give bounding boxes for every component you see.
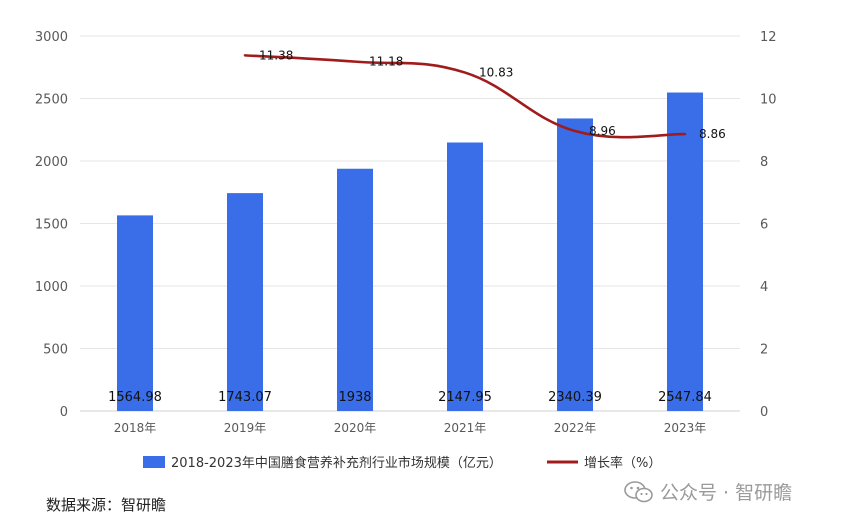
line-data-label: 11.38 <box>259 48 293 62</box>
bar <box>447 142 483 411</box>
bar <box>667 92 703 412</box>
legend-label-line: 增长率（%） <box>584 455 661 471</box>
y-left-tick-label: 0 <box>60 405 68 420</box>
y-left-tick-label: 2000 <box>35 155 68 170</box>
bar <box>557 118 593 412</box>
x-tick-label: 2018年 <box>114 421 157 435</box>
y-left-tick-label: 3000 <box>35 30 68 45</box>
line-data-label: 8.86 <box>699 127 726 141</box>
y-right-tick-label: 6 <box>760 218 768 233</box>
bar <box>227 193 263 411</box>
bar-data-label: 2340.39 <box>548 390 602 405</box>
bar <box>117 215 153 411</box>
y-right-tick-label: 4 <box>760 280 768 295</box>
bar <box>337 168 373 411</box>
line-data-label: 8.96 <box>589 124 616 138</box>
y-right-tick-label: 10 <box>760 93 777 108</box>
x-tick-label: 2019年 <box>224 421 267 435</box>
x-tick-label: 2022年 <box>554 421 597 435</box>
y-right-tick-label: 2 <box>760 343 768 358</box>
y-left-tick-label: 1000 <box>35 280 68 295</box>
watermark: 公众号 · 智研瞻 <box>624 478 792 505</box>
y-left-tick-label: 2500 <box>35 93 68 108</box>
y-left-tick-label: 500 <box>43 343 68 358</box>
bar-data-label: 2547.84 <box>658 390 712 405</box>
y-right-tick-label: 12 <box>760 30 777 45</box>
y-right-tick-label: 0 <box>760 405 768 420</box>
x-tick-label: 2021年 <box>444 421 487 435</box>
y-left-tick-label: 1500 <box>35 218 68 233</box>
bar-data-label: 1564.98 <box>108 390 162 405</box>
x-tick-label: 2020年 <box>334 421 377 435</box>
growth-rate-line <box>243 54 687 139</box>
bar-data-label: 1938 <box>338 390 371 405</box>
data-source: 数据来源：智研瞻 <box>46 496 167 514</box>
bar-data-label: 1743.07 <box>218 390 272 405</box>
bar-data-label: 2147.95 <box>438 390 492 405</box>
y-right-tick-label: 8 <box>760 155 768 170</box>
legend-swatch-bar <box>143 456 165 468</box>
legend-label-bar: 2018-2023年中国膳食营养补充剂行业市场规模（亿元） <box>171 455 502 471</box>
x-tick-label: 2023年 <box>664 421 707 435</box>
watermark-text: 公众号 · 智研瞻 <box>660 482 793 504</box>
line-data-label: 11.18 <box>369 55 403 69</box>
line-data-label: 10.83 <box>479 66 513 80</box>
wechat-icon <box>624 480 653 502</box>
